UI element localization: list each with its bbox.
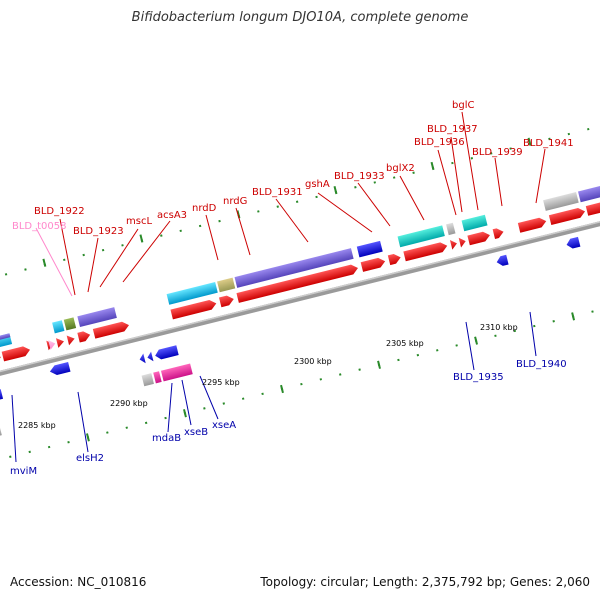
cds-forward[interactable] (585, 195, 600, 216)
gene-label[interactable]: BLD_1936 (414, 137, 465, 148)
cds-forward[interactable] (449, 238, 458, 250)
category-box (166, 281, 218, 305)
cds-forward[interactable] (218, 294, 235, 308)
category-box (141, 373, 154, 387)
functional-category-track (0, 181, 600, 350)
category-box (77, 307, 117, 328)
gene-label[interactable]: xseA (212, 420, 236, 431)
category-box (461, 214, 488, 232)
cds-forward[interactable] (92, 320, 130, 339)
cds-forward[interactable] (548, 207, 586, 225)
forward-gene-labels: BLD_t0058 BLD_1922 BLD_1923 mscL acsA3 n… (12, 100, 574, 237)
cds-reverse[interactable] (154, 345, 179, 360)
trna-label-leader (35, 227, 73, 297)
gene-label[interactable]: elsH2 (76, 453, 104, 464)
reverse-cds-track (0, 236, 581, 440)
gene-label[interactable]: mscL (126, 216, 152, 227)
gene-label[interactable]: BLD_1931 (252, 187, 303, 198)
gene-label[interactable]: BLD_1939 (472, 147, 523, 158)
tick-label: 2310 kbp (480, 323, 518, 332)
category-box (543, 192, 579, 211)
cds-forward[interactable] (55, 336, 65, 348)
tick-label: 2300 kbp (294, 357, 332, 366)
diagram-title: Bifidobacterium longum DJO10A, complete … (131, 10, 469, 25)
cds-forward[interactable] (0, 352, 2, 371)
cds-forward[interactable] (492, 227, 505, 240)
gene-label[interactable]: xseB (184, 427, 208, 438)
tick-label: 2285 kbp (18, 421, 56, 430)
gene-label[interactable]: BLD_1937 (427, 124, 478, 135)
gene-label[interactable]: bglC (452, 100, 474, 111)
forward-cds-track (0, 195, 600, 371)
category-box (234, 248, 354, 288)
gene-label[interactable]: BLD_1935 (453, 372, 504, 383)
cds-forward[interactable] (236, 263, 359, 303)
gene-label[interactable]: nrdG (223, 196, 247, 207)
gene-label[interactable]: BLD_1922 (34, 206, 85, 217)
trna-gene[interactable] (48, 339, 56, 350)
position-tick-labels: 2285 kbp 2290 kbp 2295 kbp 2300 kbp 2305… (18, 323, 518, 430)
category-box (52, 320, 65, 334)
cds-reverse[interactable] (565, 236, 581, 250)
gene-label[interactable]: mviM (10, 466, 37, 477)
gene-label[interactable]: BLD_t0058 (12, 221, 67, 232)
cds-forward[interactable] (458, 236, 467, 248)
category-box (578, 181, 600, 203)
cds-forward[interactable] (66, 334, 76, 346)
cds-reverse[interactable] (496, 254, 509, 267)
gene-label[interactable]: nrdD (192, 203, 217, 214)
genome-track (0, 127, 600, 458)
category-box (217, 277, 236, 293)
genome-summary: Topology: circular; Length: 2,375,792 bp… (260, 575, 590, 589)
reverse-label-leaders (11, 311, 537, 463)
category-box (0, 424, 2, 440)
accession-label: Accession: NC_010816 (10, 575, 147, 589)
category-box (63, 317, 77, 331)
gene-label[interactable]: BLD_1933 (334, 171, 385, 182)
gene-label[interactable]: bglX2 (386, 163, 415, 174)
inner-position-scale (9, 310, 594, 458)
cds-forward[interactable] (170, 298, 217, 320)
gene-label[interactable]: gshA (305, 179, 330, 190)
gene-label[interactable]: BLD_1941 (523, 138, 574, 149)
tick-label: 2290 kbp (110, 399, 148, 408)
cds-forward[interactable] (77, 330, 91, 343)
gene-label[interactable]: acsA3 (157, 210, 187, 221)
tick-label: 2295 kbp (202, 378, 240, 387)
gene-label[interactable]: mdaB (152, 433, 181, 444)
gene-label[interactable]: BLD_1940 (516, 359, 567, 370)
category-box (397, 225, 445, 248)
cds-forward[interactable] (467, 230, 491, 246)
cds-reverse[interactable] (0, 389, 4, 405)
cds-forward[interactable] (1, 345, 32, 362)
gene-label[interactable]: BLD_1923 (73, 226, 124, 237)
cds-forward[interactable] (403, 241, 448, 262)
cds-forward[interactable] (517, 216, 548, 233)
outer-position-scale (4, 127, 590, 276)
cds-forward[interactable] (387, 253, 402, 266)
category-box (0, 333, 11, 343)
category-box (153, 371, 162, 384)
category-box (356, 240, 383, 258)
forward-label-leaders (59, 111, 546, 296)
cds-reverse[interactable] (138, 353, 146, 365)
category-box (446, 222, 456, 236)
cds-forward[interactable] (360, 256, 387, 272)
cds-reverse[interactable] (49, 361, 71, 377)
reverse-gene-labels: mviM elsH2 mdaB xseB xseA BLD_1935 BLD_1… (10, 359, 567, 477)
category-box (160, 363, 193, 382)
cds-reverse[interactable] (146, 351, 154, 363)
tick-label: 2305 kbp (386, 339, 424, 348)
